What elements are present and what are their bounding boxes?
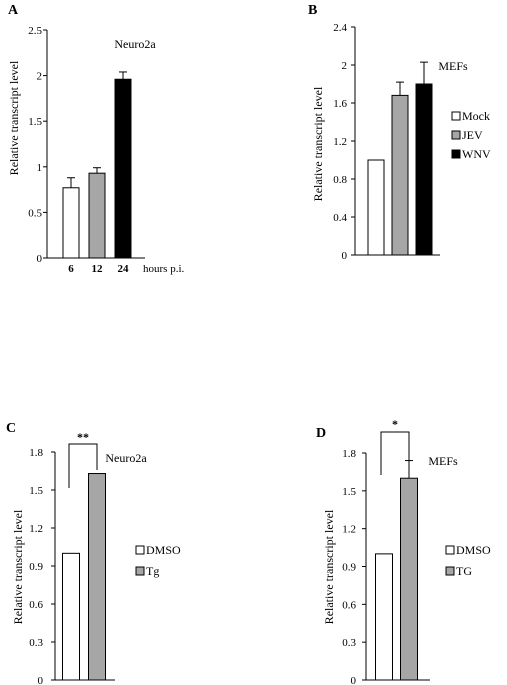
panel-letter: A bbox=[8, 3, 19, 18]
panel-letter: B bbox=[308, 3, 317, 18]
x-axis-label: hours p.i. bbox=[143, 263, 185, 275]
legend-swatch bbox=[451, 130, 461, 140]
y-tick-label: 2.4 bbox=[333, 22, 347, 34]
bar-12 bbox=[88, 172, 106, 259]
legend-label: WNV bbox=[462, 147, 491, 161]
y-tick-label: 0 bbox=[37, 253, 43, 265]
y-tick-label: 1.5 bbox=[342, 486, 356, 498]
bar-dmso bbox=[62, 552, 80, 681]
legend-label: Tg bbox=[146, 564, 159, 578]
y-tick-label: 0.8 bbox=[333, 174, 347, 186]
panel-annotation: MEFs bbox=[438, 59, 468, 73]
panel-letter: D bbox=[316, 426, 326, 441]
legend-swatch bbox=[135, 545, 145, 555]
y-tick-label: 0.9 bbox=[29, 561, 43, 573]
legend-swatch bbox=[451, 111, 461, 121]
panel-annotation: MEFs bbox=[428, 454, 458, 468]
bar-mock bbox=[367, 159, 385, 256]
y-tick-label: 1 bbox=[37, 162, 43, 174]
bar-6 bbox=[62, 187, 80, 259]
x-tick-label: 24 bbox=[118, 263, 130, 275]
legend-label: TG bbox=[456, 564, 472, 578]
y-axis-label: Relative transcript level bbox=[11, 509, 25, 624]
y-tick-label: 0 bbox=[342, 250, 348, 262]
x-tick-label: 6 bbox=[68, 263, 74, 275]
y-tick-label: 1.5 bbox=[29, 485, 43, 497]
bar-jev bbox=[391, 94, 409, 256]
bar-tg bbox=[88, 473, 106, 681]
y-axis-label: Relative transcript level bbox=[322, 509, 336, 624]
bar-24 bbox=[114, 78, 132, 259]
y-tick-label: 1.8 bbox=[29, 447, 43, 459]
y-tick-label: 0.5 bbox=[28, 207, 42, 219]
panel-letter: C bbox=[6, 421, 16, 436]
y-tick-label: 0.9 bbox=[342, 562, 356, 574]
panel-b: B 0 0.4 0.8 1.2 1.6 2 2.4 Relative transcript le… bbox=[308, 3, 491, 262]
y-axis-label: Relative transcript level bbox=[7, 60, 21, 175]
bar-wnv bbox=[415, 83, 433, 256]
x-tick-label: 12 bbox=[92, 263, 104, 275]
y-tick-label: 0.3 bbox=[29, 637, 43, 649]
panel-c: C 0 0.3 0.6 0.9 1.2 1.5 1.8 Relative transcript … bbox=[6, 421, 181, 685]
panel-d: D 0 0.3 0.6 0.9 1.2 1.5 1.8 Relative transcript … bbox=[316, 417, 491, 685]
bar-dmso bbox=[375, 553, 393, 681]
significance-label: * bbox=[392, 417, 398, 431]
y-tick-label: 0 bbox=[38, 675, 44, 685]
y-tick-label: 1.2 bbox=[29, 523, 43, 535]
legend-label: Mock bbox=[462, 109, 490, 123]
legend-swatch bbox=[445, 566, 455, 576]
legend-label: JEV bbox=[462, 128, 483, 142]
y-tick-label: 1.2 bbox=[333, 136, 347, 148]
legend-label: DMSO bbox=[456, 543, 491, 557]
panel-annotation: Neuro2a bbox=[105, 451, 147, 465]
significance-bracket bbox=[380, 431, 410, 475]
y-tick-label: 0.3 bbox=[342, 637, 356, 649]
y-tick-label: 1.2 bbox=[342, 524, 356, 536]
significance-label: ** bbox=[77, 430, 89, 444]
y-tick-label: 1.6 bbox=[333, 98, 347, 110]
y-tick-label: 1.5 bbox=[28, 116, 42, 128]
y-tick-label: 2 bbox=[37, 71, 43, 83]
legend-swatch bbox=[451, 149, 461, 159]
y-axis-label: Relative transcript level bbox=[311, 86, 325, 201]
significance-bracket bbox=[68, 443, 98, 488]
legend-swatch bbox=[135, 566, 145, 576]
legend-label: DMSO bbox=[146, 543, 181, 557]
y-tick-label: 0 bbox=[351, 675, 357, 685]
panel-a: A 0 0.5 1 1.5 2 2.5 Relative transcript level Ne… bbox=[7, 3, 185, 275]
y-tick-label: 0.6 bbox=[342, 599, 356, 611]
y-tick-label: 0.6 bbox=[29, 599, 43, 611]
panel-annotation: Neuro2a bbox=[114, 37, 156, 51]
legend-swatch bbox=[445, 545, 455, 555]
bar-tg bbox=[400, 477, 418, 681]
y-tick-label: 2 bbox=[342, 60, 348, 72]
y-tick-label: 0.4 bbox=[333, 212, 347, 224]
y-tick-label: 2.5 bbox=[28, 25, 42, 37]
y-tick-label: 1.8 bbox=[342, 448, 356, 460]
